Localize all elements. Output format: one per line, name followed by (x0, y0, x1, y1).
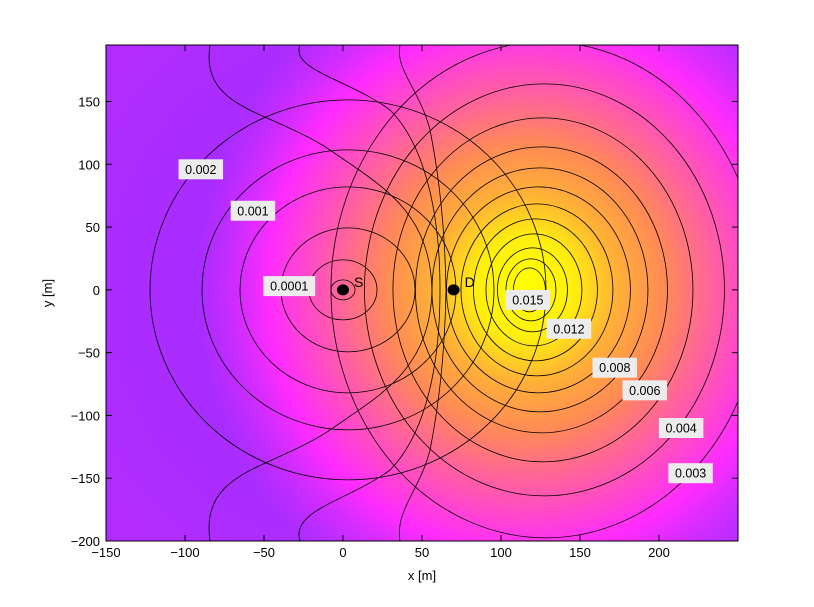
contour-label-text: 0.008 (599, 361, 630, 375)
contour-label: 0.008 (592, 357, 638, 378)
contour-label: 0.003 (668, 463, 713, 484)
contour-label-bg (178, 159, 224, 180)
contour-lines (149, 45, 738, 541)
y-tick-label: 150 (78, 95, 100, 110)
contour-labels: 0.002 0.001 0.0001 0.015 0.012 0.008 0.006 0.00… (178, 159, 713, 484)
x-tick-label: −150 (91, 545, 120, 560)
contour-label: 0.004 (658, 417, 704, 438)
y-tick-label: 100 (78, 157, 100, 172)
y-tick-label: −50 (78, 346, 100, 361)
contour-line (446, 186, 631, 394)
contour-label-text: 0.003 (675, 467, 706, 481)
x-tick-label: 50 (415, 545, 429, 560)
contour-label-bg (263, 276, 316, 297)
contour-label-text: 0.012 (553, 322, 584, 336)
y-axis-label: y [m] (40, 279, 55, 307)
x-tick-label: 150 (569, 545, 591, 560)
contour-line (149, 99, 547, 481)
contour-line (398, 45, 447, 541)
contour-label: 0.001 (230, 200, 276, 221)
contour-line (208, 45, 433, 541)
contour-label-text: 0.0001 (270, 280, 308, 294)
field-glow-right (195, 45, 738, 541)
y-tick-label: −200 (71, 534, 100, 549)
contour-label-bg (658, 417, 704, 438)
contour-label-bg (546, 318, 592, 339)
contour-line (330, 45, 738, 539)
x-tick-label: 100 (490, 545, 512, 560)
x-tick-label: −50 (253, 545, 275, 560)
contour-line (513, 267, 546, 313)
contour-label: 0.015 (505, 289, 551, 310)
contour-label-text: 0.001 (237, 204, 268, 218)
y-tick-label: −100 (71, 408, 100, 423)
contour-line (473, 218, 598, 362)
contour-label-bg (505, 289, 551, 310)
contour-line (485, 233, 583, 347)
x-tick-label: −100 (170, 545, 199, 560)
contour-label-bg (622, 380, 668, 401)
contour-label-text: 0.002 (185, 163, 216, 177)
contour-line (497, 247, 568, 333)
point-marker-d (447, 284, 460, 296)
contour-label-bg (592, 357, 638, 378)
x-tick-label: 0 (339, 545, 346, 560)
contour-line (415, 146, 668, 434)
contour-label-text: 0.006 (629, 384, 660, 398)
plot-area (106, 45, 738, 541)
contour-label-bg (668, 463, 713, 484)
x-tick-label: 200 (648, 545, 670, 560)
contour-line (460, 203, 614, 377)
contour-label: 0.006 (622, 380, 668, 401)
y-tick-label: 0 (93, 283, 100, 298)
contour-line (298, 45, 441, 541)
point-label-d: D (465, 274, 475, 290)
contour-label-bg (230, 200, 276, 221)
contour-label: 0.012 (546, 318, 592, 339)
contour-line (505, 258, 557, 322)
y-tick-label: −150 (71, 471, 100, 486)
contour-line (392, 117, 694, 463)
x-axis-label: x [m] (408, 568, 436, 583)
contour-line (364, 83, 725, 497)
y-tick-label: 50 (86, 220, 100, 235)
contour-label: 0.0001 (263, 276, 316, 297)
point-marker-s (337, 284, 349, 296)
axes: −150 −100 −50 0 50 100 150 200−200−150−100−5005… (71, 44, 739, 560)
contour-label-text: 0.015 (512, 293, 543, 307)
contour-label: 0.002 (178, 159, 224, 180)
contour-line (201, 149, 495, 431)
point-label-s: S (354, 274, 363, 290)
contour-label-text: 0.004 (665, 421, 696, 435)
